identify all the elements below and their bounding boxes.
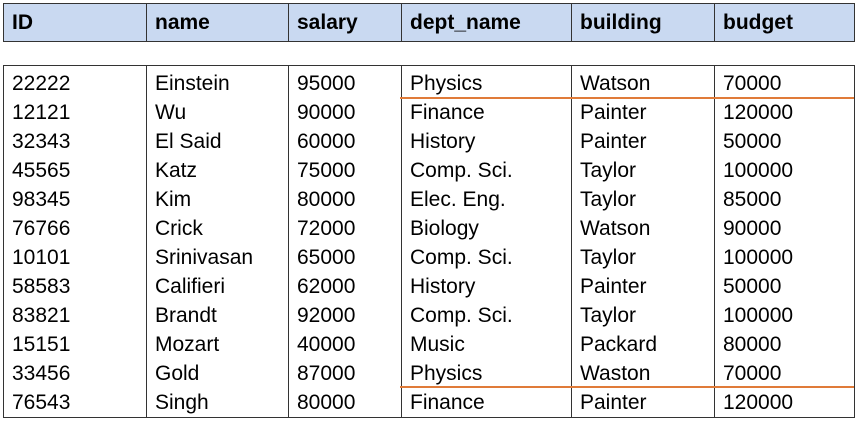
header-name: name xyxy=(146,3,289,42)
cell-id: 12121 xyxy=(3,98,147,127)
cell-dept-name: Biology xyxy=(401,214,572,243)
cell-name: El Said xyxy=(146,127,289,156)
cell-budget: 50000 xyxy=(714,272,855,301)
cell-budget: 80000 xyxy=(714,330,855,359)
cell-id: 32343 xyxy=(3,127,147,156)
cell-name: Crick xyxy=(146,214,289,243)
column-header-table: ID name salary dept_name building budget xyxy=(3,3,855,42)
cell-budget: 120000 xyxy=(714,388,855,418)
cell-budget: 90000 xyxy=(714,214,855,243)
cell-name: Mozart xyxy=(146,330,289,359)
cell-budget: 100000 xyxy=(714,156,855,185)
table-row: 83821 Brandt 92000 Comp. Sci. Taylor 100000 xyxy=(3,301,855,330)
cell-dept-name: History xyxy=(401,127,572,156)
table-row: 45565 Katz 75000 Comp. Sci. Taylor 100000 xyxy=(3,156,855,185)
cell-salary: 80000 xyxy=(288,185,402,214)
cell-id: 58583 xyxy=(3,272,147,301)
cell-dept-name: Physics xyxy=(401,65,572,98)
cell-building: Painter xyxy=(571,272,715,301)
cell-name: Wu xyxy=(146,98,289,127)
cell-salary: 65000 xyxy=(288,243,402,272)
cell-dept-name: Elec. Eng. xyxy=(401,185,572,214)
table-row: 33456 Gold 87000 Physics Waston 70000 xyxy=(3,359,855,388)
header-dept-name: dept_name xyxy=(401,3,572,42)
cell-building: Painter xyxy=(571,388,715,418)
cell-salary: 75000 xyxy=(288,156,402,185)
cell-budget: 50000 xyxy=(714,127,855,156)
cell-name: Srinivasan xyxy=(146,243,289,272)
cell-building: Taylor xyxy=(571,243,715,272)
cell-id: 76543 xyxy=(3,388,147,418)
cell-salary: 72000 xyxy=(288,214,402,243)
cell-salary: 80000 xyxy=(288,388,402,418)
cell-dept-name: Finance xyxy=(401,98,572,127)
cell-id: 22222 xyxy=(3,65,147,98)
table-row: 10101 Srinivasan 65000 Comp. Sci. Taylor 1000… xyxy=(3,243,855,272)
cell-building: Watson xyxy=(571,214,715,243)
cell-dept-name: Comp. Sci. xyxy=(401,301,572,330)
table-row: 12121 Wu 90000 Finance Painter 120000 xyxy=(3,98,855,127)
cell-building: Packard xyxy=(571,330,715,359)
table-row: 15151 Mozart 40000 Music Packard 80000 xyxy=(3,330,855,359)
cell-id: 45565 xyxy=(3,156,147,185)
cell-name: Califieri xyxy=(146,272,289,301)
cell-building: Taylor xyxy=(571,185,715,214)
header-budget: budget xyxy=(714,3,855,42)
cell-id: 15151 xyxy=(3,330,147,359)
cell-budget: 70000 xyxy=(714,65,855,98)
cell-salary: 62000 xyxy=(288,272,402,301)
cell-id: 83821 xyxy=(3,301,147,330)
cell-dept-name: Physics xyxy=(401,359,572,388)
cell-budget: 120000 xyxy=(714,98,855,127)
cell-name: Kim xyxy=(146,185,289,214)
table-row: 32343 El Said 60000 History Painter 50000 xyxy=(3,127,855,156)
cell-dept-name: Finance xyxy=(401,388,572,418)
cell-salary: 40000 xyxy=(288,330,402,359)
cell-building: Painter xyxy=(571,98,715,127)
cell-salary: 87000 xyxy=(288,359,402,388)
data-table-container: 22222 Einstein 95000 Physics Watson 70000 1212… xyxy=(3,65,855,418)
highlight-line-physics-2 xyxy=(400,386,854,388)
cell-building: Painter xyxy=(571,127,715,156)
cell-name: Katz xyxy=(146,156,289,185)
cell-salary: 92000 xyxy=(288,301,402,330)
cell-dept-name: Comp. Sci. xyxy=(401,243,572,272)
table-row: 58583 Califieri 62000 History Painter 50000 xyxy=(3,272,855,301)
table-row: 76766 Crick 72000 Biology Watson 90000 xyxy=(3,214,855,243)
cell-id: 10101 xyxy=(3,243,147,272)
cell-dept-name: Comp. Sci. xyxy=(401,156,572,185)
cell-budget: 100000 xyxy=(714,301,855,330)
cell-building: Taylor xyxy=(571,301,715,330)
header-row: ID name salary dept_name building budget xyxy=(3,3,855,42)
table-row: 22222 Einstein 95000 Physics Watson 70000 xyxy=(3,65,855,98)
highlight-line-physics-1 xyxy=(400,97,854,99)
cell-budget: 70000 xyxy=(714,359,855,388)
cell-name: Brandt xyxy=(146,301,289,330)
cell-building: Waston xyxy=(571,359,715,388)
table-row: 98345 Kim 80000 Elec. Eng. Taylor 85000 xyxy=(3,185,855,214)
data-table: 22222 Einstein 95000 Physics Watson 70000 1212… xyxy=(3,65,855,418)
table-row: 76543 Singh 80000 Finance Painter 120000 xyxy=(3,388,855,418)
cell-budget: 100000 xyxy=(714,243,855,272)
header-building: building xyxy=(571,3,715,42)
cell-budget: 85000 xyxy=(714,185,855,214)
cell-id: 76766 xyxy=(3,214,147,243)
cell-salary: 60000 xyxy=(288,127,402,156)
header-id: ID xyxy=(3,3,147,42)
cell-salary: 95000 xyxy=(288,65,402,98)
cell-id: 33456 xyxy=(3,359,147,388)
cell-building: Taylor xyxy=(571,156,715,185)
cell-salary: 90000 xyxy=(288,98,402,127)
cell-dept-name: Music xyxy=(401,330,572,359)
cell-id: 98345 xyxy=(3,185,147,214)
cell-name: Einstein xyxy=(146,65,289,98)
header-salary: salary xyxy=(288,3,402,42)
cell-building: Watson xyxy=(571,65,715,98)
cell-name: Singh xyxy=(146,388,289,418)
cell-dept-name: History xyxy=(401,272,572,301)
cell-name: Gold xyxy=(146,359,289,388)
